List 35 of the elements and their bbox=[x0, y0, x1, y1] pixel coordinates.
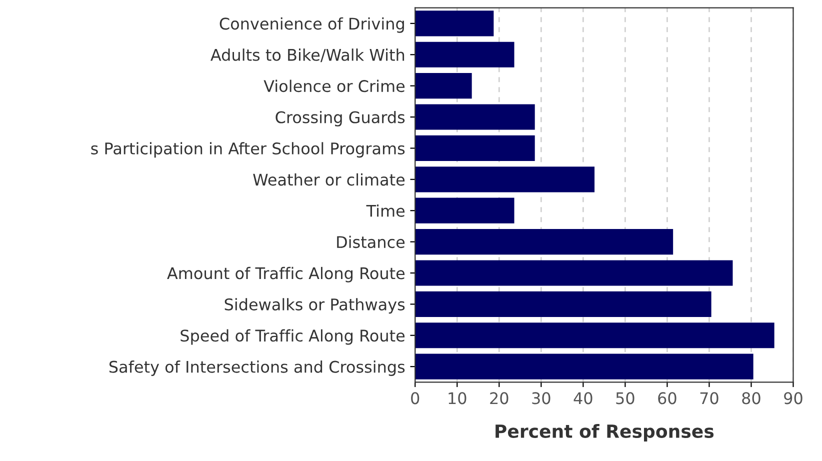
y-tick-label: Time bbox=[366, 204, 405, 217]
x-tick-label: 20 bbox=[490, 392, 508, 404]
x-tick-label: 90 bbox=[784, 392, 802, 404]
bar bbox=[415, 260, 733, 286]
x-tick-label: 0 bbox=[411, 392, 420, 404]
x-tick-label: 50 bbox=[616, 392, 634, 404]
bar bbox=[415, 73, 472, 99]
bar bbox=[415, 229, 674, 255]
y-tick-label: Sidewalks or Pathways bbox=[224, 298, 405, 314]
y-tick-label: Amount of Traffic Along Route bbox=[167, 266, 405, 282]
x-tick-label: 70 bbox=[700, 392, 718, 404]
y-tick-label: Adults to Bike/Walk With bbox=[210, 48, 404, 62]
bar bbox=[415, 104, 535, 130]
y-tick-label: s Participation in After School Programs bbox=[91, 142, 405, 158]
bar bbox=[415, 354, 754, 380]
x-tick-label: 30 bbox=[532, 392, 550, 404]
bar bbox=[415, 291, 712, 317]
bar bbox=[415, 166, 595, 192]
bar bbox=[415, 135, 535, 161]
x-tick-label: 10 bbox=[448, 392, 466, 404]
bar bbox=[415, 42, 514, 68]
bar bbox=[415, 10, 494, 36]
bar bbox=[415, 322, 774, 348]
x-tick-label: 40 bbox=[574, 392, 592, 404]
y-tick-label: Violence or Crime bbox=[264, 80, 405, 92]
x-tick-label: 60 bbox=[658, 392, 676, 404]
y-tick-label: Distance bbox=[337, 236, 405, 248]
y-tick-label: Weather or climate bbox=[253, 173, 405, 186]
bar bbox=[415, 198, 514, 224]
y-tick-label: Speed of Traffic Along Route bbox=[180, 329, 405, 345]
x-tick-label: 80 bbox=[742, 392, 760, 404]
y-tick-label: Crossing Guards bbox=[276, 110, 405, 126]
y-tick-label: Convenience of Driving bbox=[220, 17, 404, 33]
y-tick-label: Safety of Intersections and Crossings bbox=[109, 360, 405, 376]
x-axis-title: Percent of Responses bbox=[496, 424, 714, 442]
